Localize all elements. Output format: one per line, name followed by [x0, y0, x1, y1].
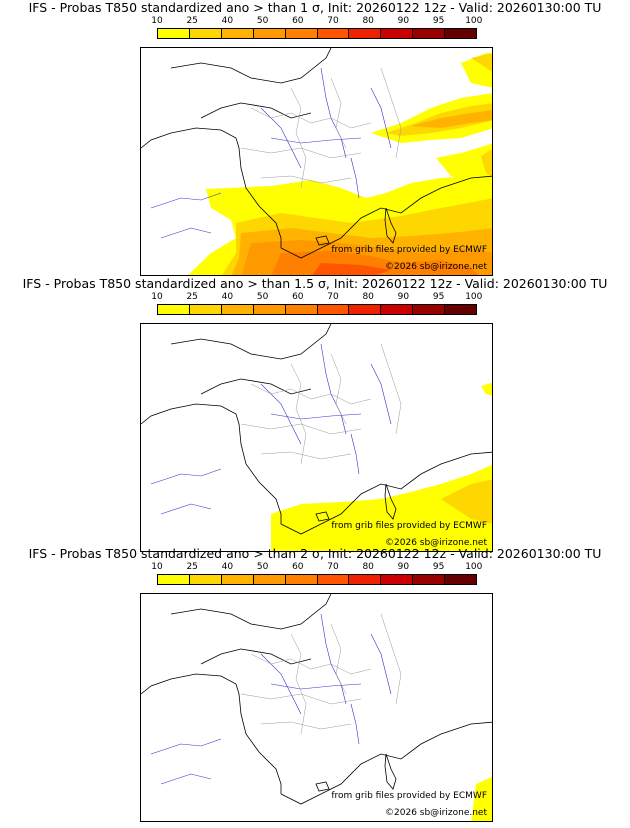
copyright-credit: ©2026 sb@irizone.net [385, 538, 487, 548]
map-panel-2: IFS - Probas T850 standardized ano > tha… [0, 276, 630, 552]
probability-map: from grib files provided by ECMWF ©2026 … [140, 323, 493, 552]
colorbar-tick: 95 [432, 16, 445, 26]
colorbar-tick: 50 [256, 16, 269, 26]
colorbar-tick: 10 [151, 16, 163, 26]
colorbar-tick: 40 [221, 16, 234, 26]
colorbar-tick: 25 [186, 562, 198, 572]
colorbar [157, 574, 477, 585]
panel-title: IFS - Probas T850 standardized ano > tha… [22, 276, 608, 291]
colorbar-ticks: 10 25 40 50 60 70 80 90 95 100 [151, 292, 482, 304]
coastlines [141, 48, 492, 259]
colorbar-segment [158, 575, 190, 584]
colorbar-ticks: 10 25 40 50 60 70 80 90 95 100 [151, 16, 482, 28]
colorbar-tick: 80 [362, 16, 374, 26]
colorbar-segment [445, 575, 477, 584]
panel-title: IFS - Probas T850 standardized ano > tha… [28, 546, 602, 561]
colorbar [157, 304, 477, 315]
colorbar-tick: 70 [327, 562, 339, 572]
colorbar-tick: 25 [186, 16, 198, 26]
colorbar-tick: 90 [397, 292, 410, 302]
colorbar-segment [381, 575, 414, 584]
colorbar-tick: 25 [186, 292, 198, 302]
colorbar-segment [285, 575, 318, 584]
colorbar-ticks: 10 25 40 50 60 70 80 90 95 100 [151, 562, 482, 574]
colorbar-segment [253, 305, 286, 314]
colorbar-tick: 60 [292, 292, 304, 302]
colorbar-segment [221, 305, 254, 314]
colorbar-segment [285, 29, 318, 38]
map-panel-3: IFS - Probas T850 standardized ano > tha… [0, 546, 630, 828]
rivers [150, 67, 392, 239]
colorbar-segment [189, 29, 222, 38]
colorbar-segment [445, 305, 477, 314]
colorbar-tick: 10 [151, 562, 163, 572]
colorbar-tick: 90 [397, 16, 410, 26]
colorbar-tick: 95 [432, 562, 445, 572]
borders [240, 67, 402, 189]
map-graphic [141, 324, 492, 551]
colorbar-segment [189, 575, 222, 584]
colorbar-tick: 70 [327, 292, 339, 302]
source-credit: from grib files provided by ECMWF [331, 791, 487, 801]
colorbar-tick: 50 [256, 292, 269, 302]
probability-shading [471, 776, 492, 821]
colorbar-segment [189, 305, 222, 314]
colorbar-segment [158, 29, 190, 38]
colorbar-tick: 70 [327, 16, 339, 26]
colorbar-tick: 50 [256, 562, 269, 572]
colorbar-segment [221, 575, 254, 584]
panel-title: IFS - Probas T850 standardized ano > tha… [28, 0, 602, 15]
colorbar-segment [317, 29, 350, 38]
colorbar-tick: 60 [292, 16, 304, 26]
colorbar [157, 28, 477, 39]
source-credit: from grib files provided by ECMWF [331, 245, 487, 255]
probability-map: from grib files provided by ECMWF ©2026 … [140, 47, 493, 276]
map-panel-1: IFS - Probas T850 standardized ano > tha… [0, 0, 630, 276]
colorbar-segment [158, 305, 190, 314]
colorbar-segment [381, 29, 414, 38]
colorbar-segment [349, 305, 382, 314]
source-credit: from grib files provided by ECMWF [331, 521, 487, 531]
colorbar-segment [381, 305, 414, 314]
colorbar-segment [285, 305, 318, 314]
map-graphic [141, 48, 492, 275]
copyright-credit: ©2026 sb@irizone.net [385, 808, 487, 818]
colorbar-segment [445, 29, 477, 38]
colorbar-tick: 95 [432, 292, 445, 302]
colorbar-segment [253, 575, 286, 584]
copyright-credit: ©2026 sb@irizone.net [385, 262, 487, 272]
colorbar-tick: 60 [292, 562, 304, 572]
colorbar-tick: 100 [465, 292, 483, 302]
colorbar-tick: 80 [362, 562, 374, 572]
colorbar-segment [413, 305, 446, 314]
borders [240, 613, 402, 735]
colorbar-segment [349, 575, 382, 584]
colorbar-tick: 90 [397, 562, 410, 572]
probability-shading [271, 382, 492, 551]
coastlines [141, 324, 492, 535]
rivers [150, 613, 392, 785]
colorbar-segment [413, 575, 446, 584]
colorbar-tick: 40 [221, 292, 234, 302]
colorbar-segment [253, 29, 286, 38]
colorbar-segment [349, 29, 382, 38]
probability-map: from grib files provided by ECMWF ©2026 … [140, 593, 493, 822]
map-graphic [141, 594, 492, 821]
colorbar-segment [221, 29, 254, 38]
colorbar-tick: 40 [221, 562, 234, 572]
colorbar-tick: 10 [151, 292, 163, 302]
colorbar-tick: 100 [465, 562, 483, 572]
coastlines [141, 594, 492, 805]
colorbar-segment [413, 29, 446, 38]
probability-shading [188, 53, 492, 275]
colorbar-segment [317, 305, 350, 314]
colorbar-tick: 100 [465, 16, 483, 26]
colorbar-tick: 80 [362, 292, 374, 302]
borders [240, 343, 402, 465]
colorbar-segment [317, 575, 350, 584]
